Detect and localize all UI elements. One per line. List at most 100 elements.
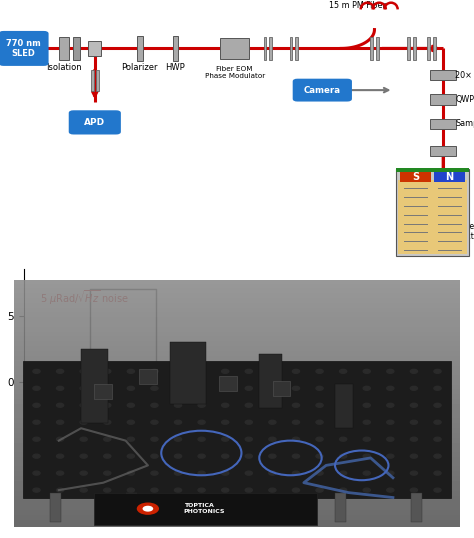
Text: HWP: HWP (165, 63, 185, 72)
Circle shape (198, 386, 205, 390)
Text: Sample: Sample (455, 119, 474, 128)
Circle shape (316, 386, 323, 390)
Circle shape (292, 370, 300, 373)
Bar (88, 41, 101, 56)
Circle shape (292, 420, 300, 424)
Circle shape (198, 488, 205, 492)
Bar (264, 37, 266, 60)
Circle shape (151, 454, 158, 458)
Circle shape (128, 420, 135, 424)
Circle shape (174, 404, 182, 407)
Circle shape (104, 454, 111, 458)
Circle shape (269, 437, 276, 441)
Circle shape (56, 370, 64, 373)
Bar (269, 37, 272, 60)
Bar (400, 172, 431, 182)
Bar (434, 172, 465, 182)
Circle shape (222, 386, 229, 390)
Bar (376, 37, 379, 60)
Circle shape (33, 488, 40, 492)
Circle shape (174, 454, 182, 458)
Circle shape (387, 454, 394, 458)
Circle shape (33, 404, 40, 407)
Y-axis label: $\theta_k$ (mRad): $\theta_k$ (mRad) (0, 303, 2, 361)
Circle shape (434, 404, 441, 407)
Circle shape (410, 386, 418, 390)
Bar (433, 37, 436, 60)
Bar (81, 349, 108, 423)
Circle shape (410, 454, 418, 458)
Circle shape (245, 386, 252, 390)
Circle shape (222, 370, 229, 373)
Bar (396, 168, 469, 172)
Circle shape (292, 488, 300, 492)
Circle shape (434, 370, 441, 373)
Circle shape (245, 454, 252, 458)
Circle shape (128, 404, 135, 407)
Circle shape (339, 386, 346, 390)
Circle shape (198, 437, 205, 441)
Circle shape (222, 437, 229, 441)
Circle shape (222, 488, 229, 492)
Text: Isolation: Isolation (46, 63, 82, 72)
Circle shape (339, 370, 346, 373)
Circle shape (174, 370, 182, 373)
Circle shape (198, 404, 205, 407)
Circle shape (174, 420, 182, 424)
Circle shape (434, 488, 441, 492)
Bar (91, 70, 94, 91)
Circle shape (56, 488, 64, 492)
Bar (96, 70, 99, 91)
Circle shape (80, 370, 87, 373)
Circle shape (80, 471, 87, 475)
Bar (413, 37, 416, 60)
Circle shape (316, 488, 323, 492)
Circle shape (363, 488, 370, 492)
Circle shape (128, 488, 135, 492)
Circle shape (151, 471, 158, 475)
Circle shape (174, 386, 182, 390)
Circle shape (410, 404, 418, 407)
Circle shape (410, 437, 418, 441)
Bar (370, 37, 373, 60)
Bar (139, 369, 157, 384)
Bar (126, 493, 137, 522)
Circle shape (104, 437, 111, 441)
Circle shape (128, 454, 135, 458)
Circle shape (363, 471, 370, 475)
Circle shape (434, 471, 441, 475)
Circle shape (104, 420, 111, 424)
Text: QWP: QWP (455, 95, 474, 104)
Circle shape (137, 502, 159, 515)
Circle shape (363, 420, 370, 424)
Circle shape (80, 437, 87, 441)
Bar (94, 384, 112, 399)
Circle shape (363, 404, 370, 407)
Circle shape (269, 471, 276, 475)
Circle shape (363, 386, 370, 390)
Bar (73, 37, 80, 60)
Circle shape (245, 370, 252, 373)
Circle shape (104, 370, 111, 373)
Circle shape (222, 404, 229, 407)
Circle shape (174, 471, 182, 475)
Text: APD: APD (84, 118, 105, 127)
Circle shape (128, 386, 135, 390)
Circle shape (245, 404, 252, 407)
Circle shape (151, 386, 158, 390)
Circle shape (387, 370, 394, 373)
Circle shape (56, 471, 64, 475)
Circle shape (434, 386, 441, 390)
Circle shape (387, 404, 394, 407)
Text: 15 m PM Fiber: 15 m PM Fiber (329, 2, 386, 10)
Bar (170, 342, 206, 404)
Circle shape (339, 488, 346, 492)
Circle shape (80, 420, 87, 424)
Circle shape (128, 471, 135, 475)
Circle shape (174, 437, 182, 441)
Bar (407, 37, 410, 60)
Circle shape (56, 420, 64, 424)
Bar (335, 384, 353, 428)
Bar (290, 37, 292, 60)
Circle shape (316, 420, 323, 424)
